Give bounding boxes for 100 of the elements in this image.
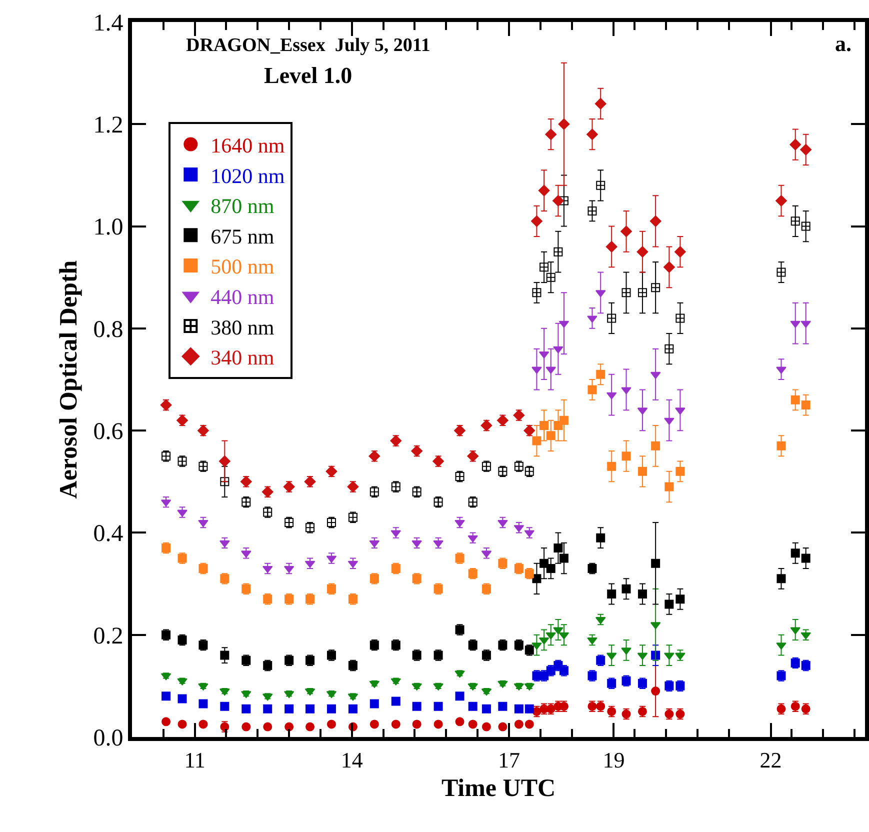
point <box>596 180 606 190</box>
y-tick-label: 0.8 <box>93 316 124 343</box>
point <box>638 466 647 476</box>
point <box>790 320 800 328</box>
point <box>586 128 598 140</box>
legend-label: 675 nm <box>210 224 274 248</box>
point <box>554 544 563 553</box>
point <box>674 246 686 258</box>
point <box>178 694 187 704</box>
point <box>559 554 568 563</box>
point <box>638 590 647 598</box>
point <box>663 261 675 273</box>
point <box>596 370 606 379</box>
point <box>178 720 187 729</box>
point <box>606 241 618 252</box>
point <box>304 476 316 488</box>
text: DRAGON_Essex July 5, 2011 <box>186 35 430 56</box>
point <box>651 686 660 696</box>
point <box>283 481 295 492</box>
point <box>434 720 443 729</box>
point <box>676 314 685 323</box>
point <box>524 424 536 436</box>
point <box>370 720 379 729</box>
point <box>776 195 787 206</box>
point <box>587 316 598 323</box>
point <box>242 722 251 732</box>
point <box>455 692 464 701</box>
point <box>220 702 230 711</box>
point <box>326 704 336 714</box>
x-tick-label: 22 <box>760 747 782 772</box>
y-axis-title: Aerosol Optical Depth <box>55 260 82 499</box>
point <box>391 696 400 706</box>
y-tick-label: 0.4 <box>93 521 124 548</box>
legend-label: 500 nm <box>210 254 274 279</box>
point <box>790 627 800 634</box>
point <box>558 118 570 130</box>
point <box>588 206 597 216</box>
point <box>800 320 811 328</box>
point <box>468 702 478 711</box>
point <box>650 215 662 227</box>
point <box>468 535 478 542</box>
point <box>306 722 315 732</box>
point <box>540 558 549 568</box>
point <box>675 408 686 415</box>
point <box>240 476 252 488</box>
point <box>622 288 631 298</box>
x-tick-label: 11 <box>184 747 206 772</box>
point <box>607 314 616 323</box>
point <box>370 699 379 708</box>
point <box>220 477 230 486</box>
point <box>532 288 542 298</box>
point <box>498 702 508 711</box>
point <box>664 418 674 425</box>
point <box>553 627 564 634</box>
point <box>621 387 632 394</box>
point <box>412 720 422 729</box>
point <box>263 722 272 732</box>
point <box>587 637 598 644</box>
point <box>790 395 800 404</box>
point <box>532 574 542 584</box>
point <box>498 722 508 732</box>
point <box>664 344 674 354</box>
point <box>514 720 524 729</box>
point <box>776 366 786 374</box>
point <box>621 648 632 655</box>
y-tick-label: 0.0 <box>93 725 124 752</box>
x-tick-label: 17 <box>498 747 520 772</box>
x-tick-label: 14 <box>340 747 363 772</box>
point <box>546 632 556 640</box>
point <box>801 554 810 563</box>
legend-label: 1020 nm <box>210 164 285 188</box>
point <box>391 720 400 729</box>
point <box>390 435 402 446</box>
point <box>524 720 534 729</box>
point <box>545 128 557 140</box>
point <box>664 482 674 492</box>
point <box>532 366 542 374</box>
point <box>220 540 230 548</box>
point <box>531 215 542 227</box>
point <box>514 704 524 714</box>
point <box>546 564 556 573</box>
point <box>284 704 294 714</box>
point <box>554 247 563 256</box>
point <box>588 385 597 394</box>
point <box>306 704 315 714</box>
legend-label: 870 nm <box>210 194 274 218</box>
point <box>776 642 786 650</box>
x-axis-title: Time UTC <box>441 774 556 802</box>
point <box>538 184 550 196</box>
point <box>162 717 171 726</box>
point <box>620 226 632 238</box>
legend-label: 380 nm <box>210 315 274 340</box>
point <box>241 550 252 558</box>
point <box>776 268 786 277</box>
point <box>412 540 422 548</box>
point <box>607 462 616 471</box>
point <box>412 702 422 711</box>
point <box>790 216 800 226</box>
point <box>776 441 786 450</box>
point <box>607 590 616 598</box>
